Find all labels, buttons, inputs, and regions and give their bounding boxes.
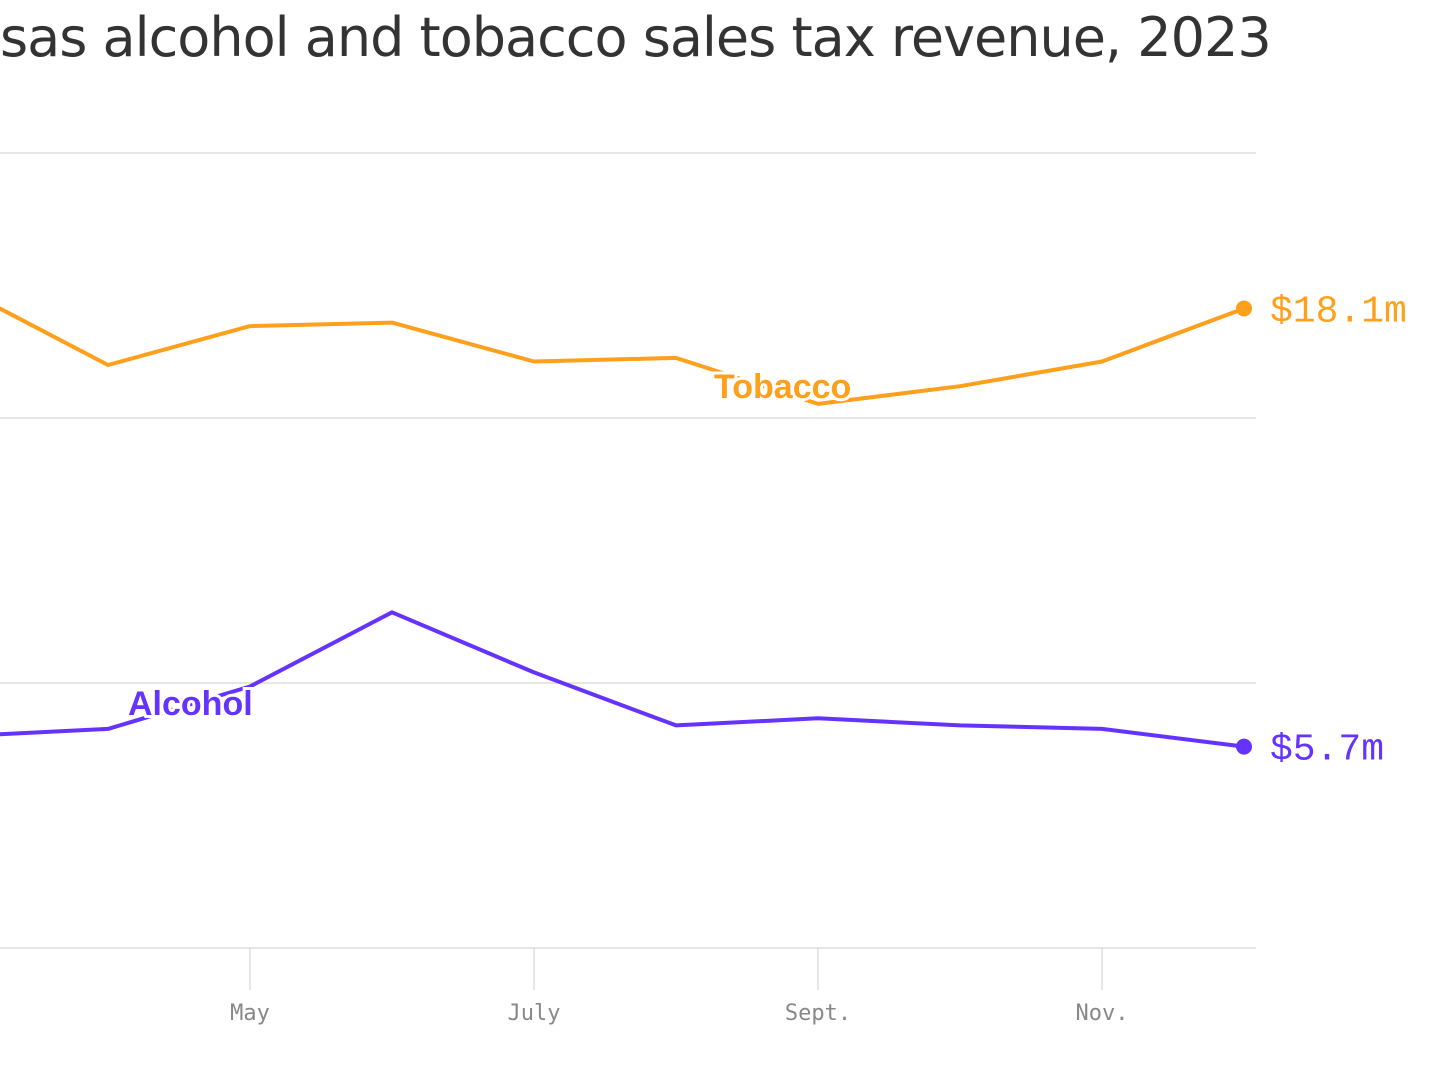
alcohol-line [0, 610, 1246, 749]
x-tick-label: May [230, 1001, 270, 1026]
alcohol-end-point [1236, 738, 1252, 755]
tobacco-series-label: Tobacco [714, 368, 851, 406]
tobacco-end-point [1236, 300, 1252, 317]
alcohol-series-label: Alcohol [128, 685, 253, 723]
labels-layer: $18.1m Tobacco $5.7m Alcohol [125, 290, 1407, 772]
series-layer [0, 300, 1252, 755]
grid-lines [0, 152, 1256, 949]
chart-title: sas alcohol and tobacco sales tax revenu… [0, 6, 1272, 69]
tobacco-end-value: $18.1m [1270, 290, 1407, 333]
x-tick-label: Nov. [1076, 1001, 1129, 1026]
x-tick-label: July [508, 1001, 561, 1026]
x-axis: May July Sept. Nov. [230, 948, 1128, 1026]
alcohol-end-value: $5.7m [1270, 729, 1384, 772]
x-tick-label: Sept. [785, 1001, 851, 1026]
tobacco-line [0, 306, 1246, 406]
